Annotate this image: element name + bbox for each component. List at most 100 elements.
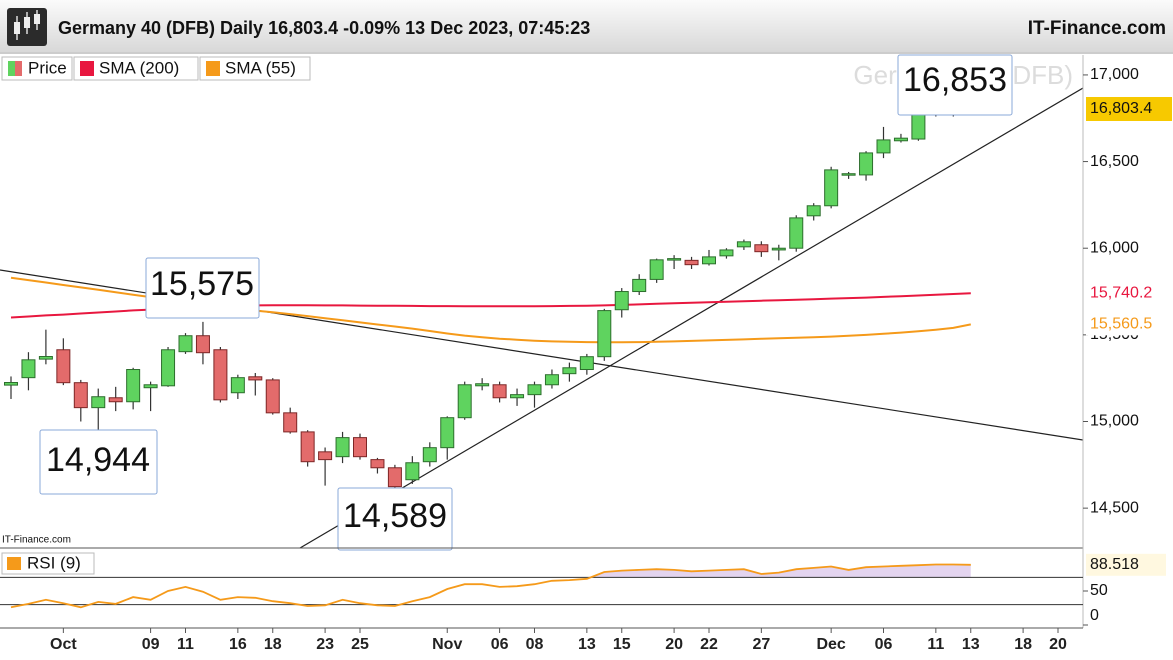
candle-body	[771, 247, 786, 251]
legend-swatch	[7, 557, 21, 570]
y-tick-label: 14,500	[1090, 499, 1139, 516]
candle-body	[143, 384, 158, 389]
candle-body	[597, 310, 612, 358]
candle-body	[108, 397, 123, 403]
chart-title: Germany 40 (DFB) Daily 16,803.4 -0.09% 1…	[58, 18, 590, 38]
annotation: 16,853	[897, 54, 1013, 116]
annotation: 15,575	[145, 257, 260, 319]
candle-body	[387, 467, 402, 488]
annotation-text: 16,853	[903, 61, 1007, 99]
candle-body	[527, 384, 542, 396]
candle-body	[702, 256, 716, 265]
last-value-label: 15,560.5	[1090, 316, 1152, 333]
candle-body	[405, 462, 420, 481]
last-value-bg	[1086, 282, 1172, 305]
candle-body	[300, 431, 315, 463]
x-tick-label: 13	[962, 636, 980, 653]
candle-body	[265, 379, 280, 414]
candle-body	[126, 369, 141, 403]
candle-body	[335, 437, 350, 458]
candle-body	[824, 169, 839, 207]
rsi-panel: RSI (9)	[0, 552, 1083, 609]
candle-body	[38, 356, 53, 360]
last-value-label: 15,740.2	[1090, 284, 1152, 301]
candle-body	[56, 349, 71, 384]
x-tick-label: 06	[491, 636, 509, 653]
candle-body	[492, 384, 507, 399]
x-tick-label: 18	[1014, 636, 1032, 653]
annotation-text: 15,575	[150, 265, 254, 303]
candle-body	[73, 382, 88, 409]
trend-line	[299, 87, 1083, 548]
legend-box	[1, 552, 95, 575]
candle-body	[841, 173, 856, 176]
candle-body	[4, 382, 18, 386]
candle-body	[893, 137, 908, 142]
candle-body	[21, 359, 36, 379]
candle-body	[667, 258, 682, 261]
x-tick-label: 27	[752, 636, 770, 653]
legend-label: Price	[28, 58, 67, 77]
candle-body	[911, 111, 926, 140]
x-tick-label: 23	[316, 636, 334, 653]
x-tick-label: 16	[229, 636, 247, 653]
last-value-bg	[1086, 313, 1172, 336]
x-tick-label: Dec	[816, 636, 845, 653]
candle-body	[457, 384, 472, 419]
last-value-bg	[1086, 553, 1166, 576]
candle-body	[632, 278, 647, 293]
candle-body	[649, 259, 664, 280]
y-tick-label: 16,500	[1090, 153, 1139, 170]
candle-body	[370, 459, 385, 469]
annotation: 14,589	[337, 487, 453, 551]
legend-swatch	[206, 61, 220, 76]
x-tick-label: 20	[665, 636, 683, 653]
y-tick-label: 50	[1090, 582, 1108, 599]
candle-body	[859, 152, 874, 176]
small-brand: IT-Finance.com	[2, 535, 71, 546]
x-tick-label: 13	[578, 636, 596, 653]
candle-body	[248, 376, 263, 381]
close-label-bg	[1086, 96, 1172, 121]
close-label: 16,803.4	[1090, 100, 1152, 117]
candle-body	[719, 249, 734, 257]
candle-body	[318, 451, 333, 461]
x-tick-label: 11	[927, 636, 944, 653]
x-tick-label: 25	[351, 636, 369, 653]
legend-label: SMA (55)	[225, 58, 296, 77]
y-tick-label: 15,000	[1090, 413, 1139, 430]
legend-swatch	[80, 61, 94, 76]
y-tick-label: 0	[1090, 607, 1099, 624]
candle-body	[789, 217, 804, 249]
last-value-label: 88.518	[1090, 556, 1139, 573]
x-tick-label: 08	[526, 636, 544, 653]
y-tick-label: 17,000	[1090, 66, 1139, 83]
legend-box	[73, 56, 199, 81]
x-tick-label: 09	[142, 636, 160, 653]
candle-body	[178, 335, 193, 353]
candle-body	[283, 412, 298, 433]
annotation: 14,944	[39, 429, 158, 495]
rsi-line	[10, 563, 971, 609]
candle-body	[806, 205, 821, 217]
candle-body	[475, 383, 490, 387]
candle-body	[876, 139, 891, 154]
candle-body	[510, 394, 525, 399]
candle-body	[91, 396, 106, 409]
legend-swatch	[15, 61, 22, 76]
legend-swatch	[8, 61, 15, 76]
candle-body	[440, 417, 455, 449]
candle-body	[579, 356, 594, 371]
candle-body	[736, 241, 751, 248]
header-bar	[0, 0, 1173, 52]
brand: IT-Finance.com	[1028, 18, 1166, 39]
annotation-text: 14,589	[343, 497, 447, 535]
candle-body	[161, 349, 176, 387]
candle-body	[230, 377, 245, 394]
candle-body	[614, 291, 629, 311]
x-tick-label: 22	[700, 636, 718, 653]
logo-icon	[7, 8, 47, 46]
candle-body	[562, 367, 577, 375]
annotation-text: 14,944	[46, 441, 150, 479]
